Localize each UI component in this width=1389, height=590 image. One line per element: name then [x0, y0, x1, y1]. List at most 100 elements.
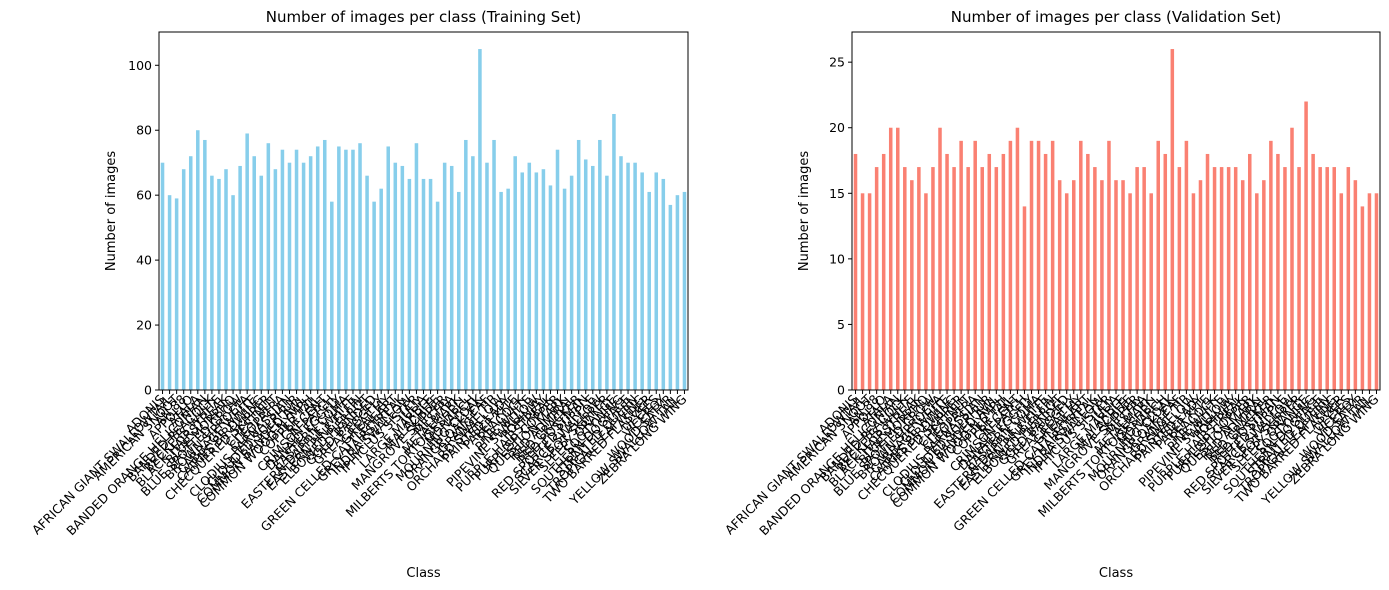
bar	[301, 162, 306, 390]
bar	[217, 178, 221, 390]
bar	[1212, 167, 1217, 390]
y-tick-label: 100	[128, 58, 152, 73]
bar	[1269, 140, 1273, 390]
axes-frame	[158, 31, 689, 391]
bar	[548, 185, 553, 390]
bar	[910, 180, 914, 390]
bar	[1135, 167, 1139, 390]
bar	[619, 156, 623, 390]
bar	[583, 159, 588, 390]
bar	[245, 133, 249, 390]
bar	[959, 140, 963, 390]
bar	[1304, 101, 1308, 390]
bar	[1283, 167, 1287, 390]
bar	[1339, 193, 1344, 390]
bar	[330, 201, 334, 390]
y-tick-label: 20	[829, 120, 845, 135]
bar	[188, 156, 193, 390]
bar	[1121, 180, 1125, 390]
bar	[1057, 180, 1062, 390]
bar	[471, 156, 475, 390]
bar	[322, 139, 327, 390]
bar	[478, 49, 482, 391]
bar	[612, 113, 616, 390]
bar	[541, 169, 546, 390]
bar	[160, 162, 165, 390]
axes-frame	[851, 31, 1381, 391]
bar	[668, 204, 673, 390]
bar	[1149, 193, 1153, 390]
bar	[881, 153, 886, 390]
y-tick-label: 25	[829, 55, 845, 70]
bar	[252, 156, 256, 390]
bar	[562, 188, 567, 390]
bar	[640, 172, 644, 390]
bar	[1311, 153, 1315, 390]
bar	[174, 198, 179, 390]
bar	[464, 139, 468, 390]
bar	[1248, 153, 1252, 390]
bar	[1360, 206, 1365, 390]
bar	[231, 195, 235, 390]
bar	[1114, 180, 1118, 390]
bar	[449, 165, 454, 390]
bar	[1093, 167, 1097, 390]
bar	[1001, 153, 1006, 390]
bar	[1043, 153, 1048, 390]
bar	[315, 146, 320, 390]
bar	[874, 167, 879, 390]
bar	[903, 167, 907, 390]
subplot: Number of images per class (Validation S…	[722, 8, 1382, 581]
bar	[1156, 140, 1160, 390]
bar	[654, 172, 659, 390]
bar	[1290, 127, 1294, 390]
bar	[1353, 180, 1358, 390]
bar	[1064, 193, 1069, 390]
bar	[379, 188, 383, 390]
bar	[1297, 167, 1301, 390]
bar	[485, 162, 489, 390]
bar	[259, 175, 264, 390]
y-tick-label: 80	[136, 123, 152, 138]
bar	[1072, 180, 1076, 390]
bar	[598, 139, 602, 390]
y-tick-label: 5	[837, 317, 845, 332]
y-tick-label: 10	[829, 251, 845, 266]
bar	[1205, 153, 1210, 390]
bar	[924, 193, 928, 390]
bar	[203, 139, 207, 390]
y-tick-label: 15	[829, 186, 845, 201]
bar	[1233, 167, 1238, 390]
bar	[273, 169, 278, 390]
y-tick-label: 20	[136, 318, 152, 333]
bar	[1142, 167, 1146, 390]
bar	[181, 169, 186, 390]
bar	[1128, 193, 1132, 390]
bar	[945, 153, 949, 390]
bar	[358, 143, 362, 390]
bar	[308, 156, 313, 390]
bar	[1029, 140, 1034, 390]
bar	[938, 127, 942, 390]
bar	[1177, 167, 1182, 390]
bar	[224, 169, 228, 390]
bar	[351, 149, 355, 390]
bar	[210, 175, 214, 390]
bar	[867, 193, 872, 390]
bar	[633, 162, 637, 390]
x-axis-label: Class	[1099, 566, 1133, 581]
bar	[952, 167, 956, 390]
bar	[1079, 140, 1083, 390]
y-axis-label: Number of images	[104, 151, 119, 272]
chart-title: Number of images per class (Training Set…	[266, 8, 582, 26]
bar	[287, 162, 292, 390]
y-axis-label: Number of images	[797, 151, 812, 272]
y-tick-label: 60	[136, 188, 152, 203]
bar	[1170, 49, 1175, 391]
bar	[294, 149, 299, 390]
bar	[534, 172, 539, 390]
bar	[1015, 127, 1020, 390]
bar	[591, 165, 595, 390]
y-tick-label: 0	[837, 383, 845, 398]
bar	[853, 153, 858, 390]
